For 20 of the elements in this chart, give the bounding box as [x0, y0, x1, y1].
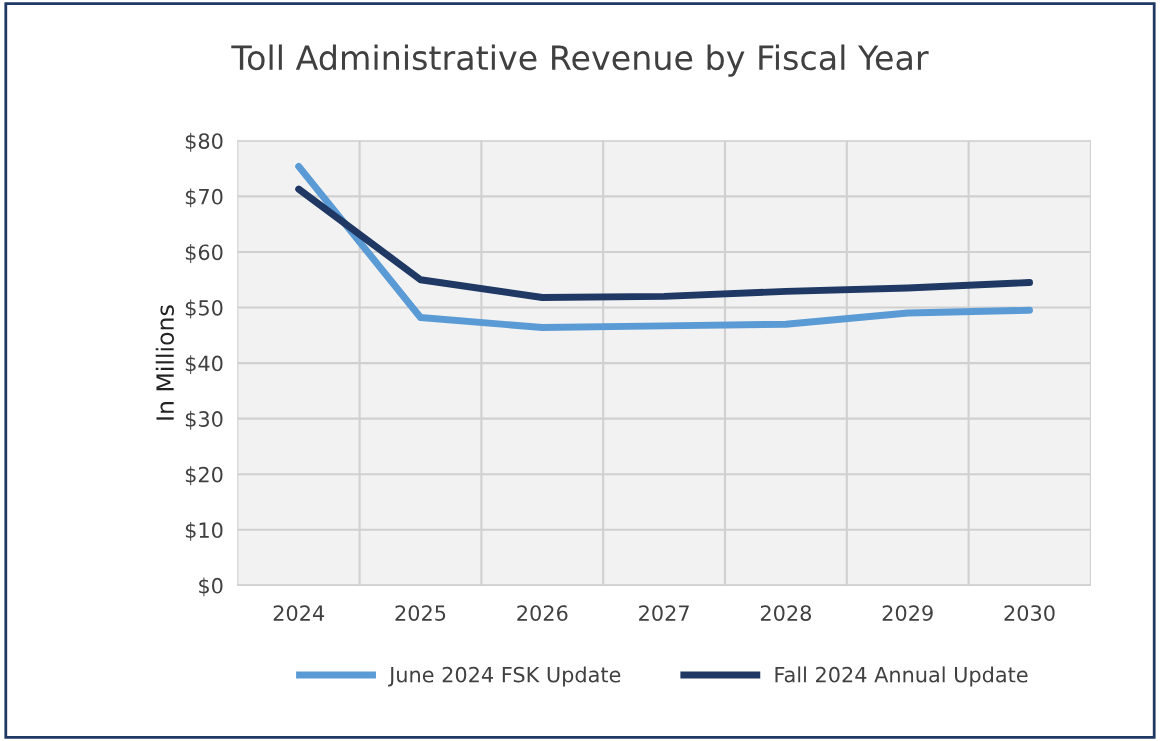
y-tick-label: $80 [185, 132, 223, 152]
x-tick-label: 2026 [517, 605, 568, 621]
x-tick-label: 2024 [273, 605, 325, 621]
y-tick-label: $0 [199, 577, 223, 597]
x-tick-label: 2029 [882, 605, 933, 621]
legend-label: Fall 2024 Annual Update [775, 666, 1028, 687]
y-tick-label: $50 [185, 299, 223, 319]
legend-label: June 2024 FSK Update [388, 666, 621, 687]
x-tick-label: 2025 [395, 605, 446, 621]
y-tick-label: $40 [185, 355, 223, 375]
y-tick-label: $10 [185, 521, 223, 541]
x-tick-label: 2030 [1004, 605, 1055, 621]
y-axis-title: In Millions [155, 305, 175, 420]
y-tick-label: $60 [185, 244, 223, 263]
chart-title: Toll Administrative Revenue by Fiscal Year [231, 44, 929, 77]
y-tick-label: $70 [185, 188, 223, 208]
x-tick-label: 2027 [639, 605, 689, 621]
x-tick-label: 2028 [760, 605, 811, 621]
y-tick-label: $30 [185, 410, 223, 430]
y-tick-label: $20 [185, 466, 223, 486]
